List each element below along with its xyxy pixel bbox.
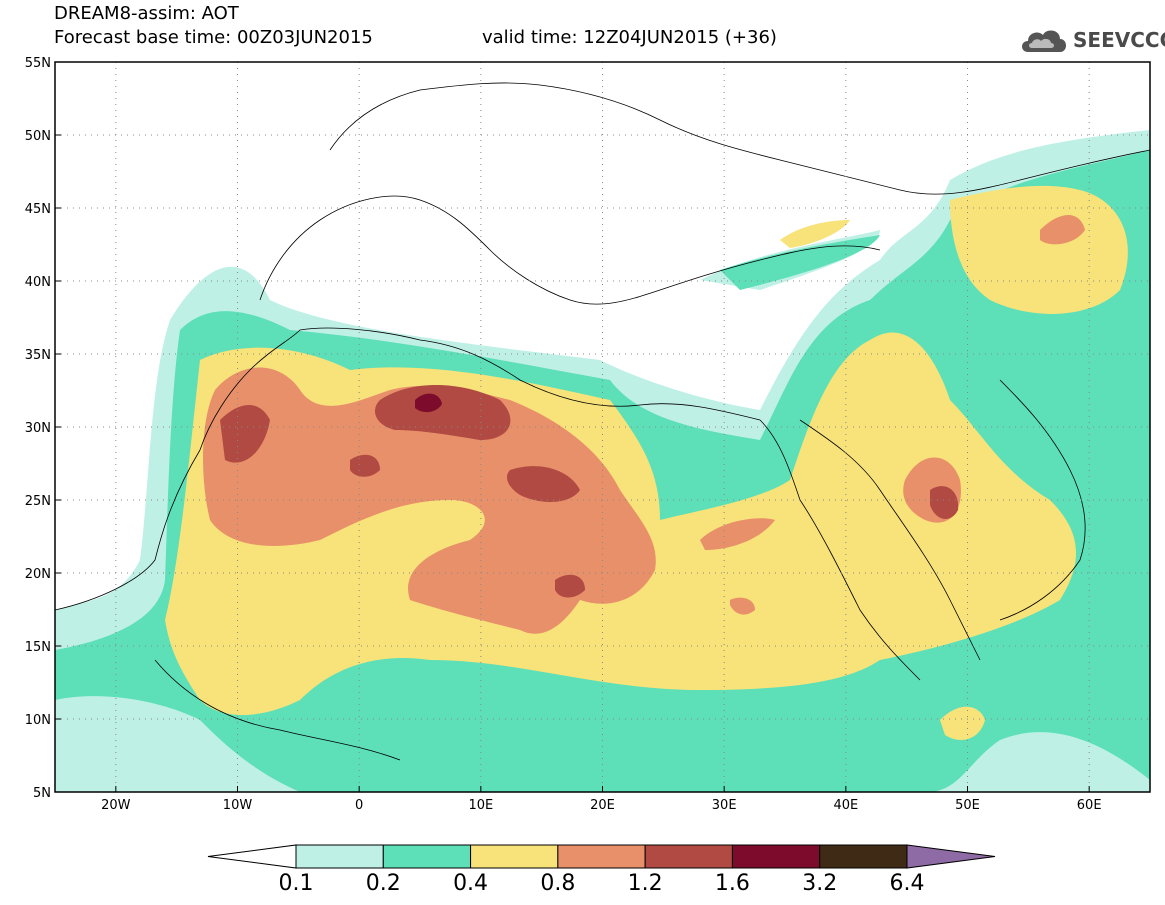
graticule: [55, 62, 1150, 792]
colorbar-label: 1.2: [627, 871, 663, 896]
lat-tick-label: 55N: [25, 56, 51, 71]
axis-ticks: 55N 50N 45N 40N 35N 30N 25N 20N 15N 10N 5N 20W 10W 0 1…: [25, 56, 1102, 813]
lat-tick-label: 40N: [25, 275, 51, 290]
colorbar-segment: [819, 844, 908, 869]
colorbar-label: 6.4: [889, 871, 925, 896]
colorbar-segment: [382, 844, 472, 869]
seevccc-logo: SEEVCCC: [1018, 24, 1165, 56]
valid-time: valid time: 12Z04JUN2015 (+36): [482, 27, 777, 48]
colorbar-segment: [557, 844, 646, 869]
map-title: DREAM8-assim: AOT: [54, 3, 239, 24]
colorbar-label: 0.8: [540, 871, 576, 896]
lon-tick-label: 10E: [468, 798, 493, 813]
coastlines: [55, 82, 1150, 761]
gulf-of-guinea-coast: [154, 659, 401, 761]
colorbar-segment: [644, 844, 733, 869]
lat-tick-label: 25N: [25, 494, 51, 509]
colorbar-label: 0.2: [365, 871, 401, 896]
lon-tick-label: 40E: [833, 798, 858, 813]
colorbar-min-arrow: [207, 844, 297, 869]
north-africa-coast: [199, 327, 921, 681]
cloud-icon: [1022, 30, 1066, 52]
lon-tick-label: 0: [355, 798, 363, 813]
lon-tick-label: 60E: [1077, 798, 1102, 813]
aot-colorbar: [207, 844, 996, 869]
red-sea-coast: [799, 419, 981, 661]
aot-band-1.6: [415, 393, 442, 413]
lat-tick-label: 15N: [25, 640, 51, 655]
lon-tick-label: 30E: [712, 798, 737, 813]
lon-tick-label: 50E: [955, 798, 980, 813]
lon-tick-label: 20W: [101, 798, 131, 813]
lat-tick-label: 5N: [33, 786, 51, 801]
lat-tick-label: 45N: [25, 202, 51, 217]
lat-tick-label: 20N: [25, 567, 51, 582]
aot-band-1.2: [220, 385, 959, 598]
colorbar-segment: [470, 844, 559, 869]
colorbar-max-arrow: [906, 844, 996, 869]
lat-tick-label: 35N: [25, 348, 51, 363]
west-africa-coast: [55, 449, 201, 611]
europe-north-outline: [329, 82, 1150, 195]
lon-tick-label: 10W: [223, 798, 253, 813]
forecast-base-time: Forecast base time: 00Z03JUN2015: [54, 27, 373, 48]
colorbar-label: 0.4: [453, 871, 489, 896]
colorbar-label: 1.6: [714, 871, 750, 896]
lat-tick-label: 10N: [25, 713, 51, 728]
logo-text: SEEVCCC: [1073, 28, 1165, 52]
lat-tick-label: 30N: [25, 421, 51, 436]
colorbar-segment: [731, 844, 821, 869]
colorbar-label: 0.1: [278, 871, 314, 896]
lon-tick-label: 20E: [590, 798, 615, 813]
lat-tick-label: 50N: [25, 129, 51, 144]
colorbar-segment: [295, 844, 384, 869]
colorbar-label: 3.2: [802, 871, 838, 896]
arabia-east-coast: [999, 379, 1086, 621]
europe-south-coast: [259, 195, 881, 305]
